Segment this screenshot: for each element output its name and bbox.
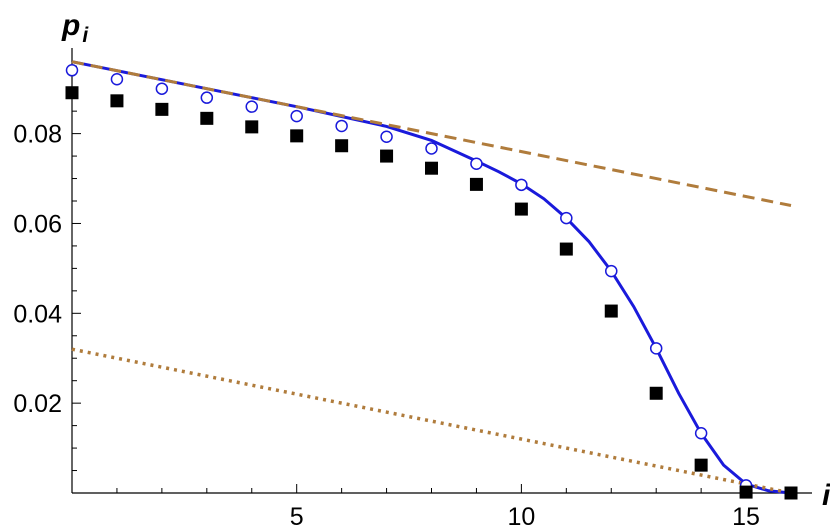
square-point bbox=[245, 120, 259, 134]
ticks bbox=[72, 65, 792, 493]
circle-point bbox=[470, 157, 483, 170]
circle-point bbox=[380, 130, 393, 144]
square-point bbox=[155, 102, 169, 116]
square-point bbox=[335, 139, 349, 153]
circle-point bbox=[649, 342, 663, 355]
square-point bbox=[784, 486, 798, 500]
y-tick-label: 0.04 bbox=[13, 300, 62, 328]
circle-point bbox=[694, 427, 708, 440]
circle-point bbox=[65, 64, 79, 77]
square-point bbox=[200, 111, 214, 125]
series-line-dotted bbox=[71, 347, 792, 495]
square-point bbox=[290, 129, 304, 143]
x-axis-label: i bbox=[822, 479, 830, 512]
y-axis-label-subscript: i bbox=[82, 24, 89, 47]
circle-point bbox=[200, 91, 214, 104]
square-point bbox=[604, 304, 618, 318]
y-tick-label: 0.02 bbox=[13, 390, 62, 418]
circle-point bbox=[290, 109, 303, 123]
square-point bbox=[514, 202, 528, 216]
circle-point bbox=[560, 211, 573, 225]
square-point bbox=[425, 161, 439, 175]
square-point bbox=[739, 485, 753, 499]
circle-point bbox=[245, 100, 259, 113]
square-point bbox=[649, 386, 663, 400]
circle-point bbox=[110, 73, 124, 86]
circle-point bbox=[335, 119, 348, 133]
axes bbox=[71, 48, 812, 494]
series-line-solid bbox=[71, 60, 792, 495]
x-tick-label: 15 bbox=[732, 503, 760, 531]
square-point bbox=[469, 177, 483, 191]
circle-point bbox=[155, 82, 169, 95]
circle-point bbox=[425, 142, 438, 155]
tick-labels: 5 10 15 0.02 0.04 0.06 0.08 bbox=[13, 121, 760, 531]
series-line-dashed bbox=[71, 60, 792, 207]
square-point bbox=[380, 149, 394, 163]
circle-point bbox=[515, 178, 528, 192]
x-tick-label: 5 bbox=[290, 503, 304, 531]
x-tick-label: 10 bbox=[507, 503, 535, 531]
square-point bbox=[694, 458, 708, 472]
y-tick-label: 0.06 bbox=[13, 210, 62, 238]
square-point bbox=[65, 86, 79, 100]
circle-point bbox=[605, 264, 618, 278]
series-layer bbox=[65, 60, 798, 500]
y-tick-label: 0.08 bbox=[13, 121, 62, 149]
square-point bbox=[559, 242, 573, 256]
y-axis-label: pi bbox=[61, 9, 89, 47]
square-point bbox=[110, 94, 124, 108]
